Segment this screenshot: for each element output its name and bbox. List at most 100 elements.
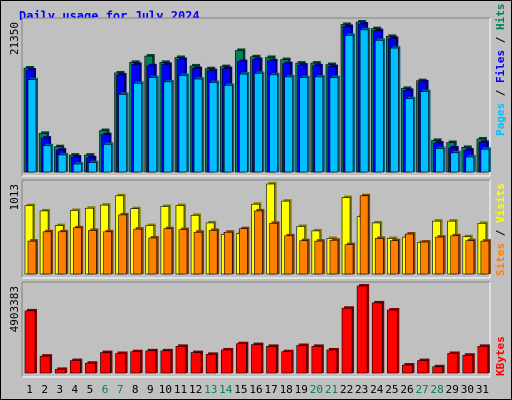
bar-sites-day-2	[42, 231, 52, 275]
x-tick-label-day-27: 27	[415, 383, 428, 396]
x-tick-label-day-31: 31	[476, 383, 489, 396]
bar-sites-day-4	[72, 227, 82, 275]
bar-sites-day-18	[284, 235, 293, 275]
legend-kbytes: KBytes	[494, 336, 507, 376]
bar-kbytes-day-3	[54, 369, 66, 374]
bar-pages-day-4	[72, 163, 82, 173]
bar-kbytes-day-2	[39, 355, 51, 374]
bar-pages-day-19	[299, 77, 309, 173]
bar-sites-day-21	[329, 239, 339, 275]
legend-hits-files-pages-sep2: /	[494, 30, 507, 50]
legend-hits-files-pages-pages: Pages	[494, 103, 507, 136]
bar-sites-day-27	[420, 241, 429, 275]
bar-pages-day-26	[405, 98, 414, 173]
bar-kbytes-day-7	[115, 353, 126, 374]
x-tick-label-day-20: 20	[310, 383, 323, 396]
bar-sites-day-10	[163, 228, 173, 275]
bar-sites-day-12	[193, 231, 203, 275]
legend-hits-files-pages-hits: Hits	[494, 4, 507, 31]
x-tick-label-day-26: 26	[400, 383, 413, 396]
bar-pages-day-14	[223, 85, 233, 173]
bar-kbytes-day-6	[100, 352, 111, 374]
bar-pages-day-23	[359, 29, 369, 173]
bar-pages-day-18	[284, 76, 293, 173]
bar-pages-day-8	[133, 82, 142, 173]
bar-sites-day-20	[314, 240, 324, 275]
bar-pages-day-12	[193, 78, 203, 173]
bar-kbytes-day-19	[296, 345, 308, 374]
legend-hits-files-pages: Pages / Files / Hits	[494, 4, 507, 137]
bar-kbytes-day-10	[160, 350, 172, 374]
bar-kbytes-day-28	[432, 366, 443, 374]
bar-sites-day-23	[359, 195, 369, 275]
bar-kbytes-day-29	[447, 353, 459, 374]
x-tick-label-day-30: 30	[461, 383, 474, 396]
bar-sites-day-9	[148, 237, 158, 275]
bar-pages-day-7	[118, 94, 127, 173]
bar-sites-day-14	[223, 231, 233, 275]
x-tick-label-day-7: 7	[117, 383, 124, 396]
bar-sites-day-31	[480, 240, 490, 275]
x-tick-label-day-15: 15	[234, 383, 247, 396]
bar-kbytes-day-13	[205, 354, 217, 374]
x-tick-label-day-13: 13	[204, 383, 217, 396]
legend-kbytes-kbytes: KBytes	[494, 336, 507, 376]
x-tick-label-day-11: 11	[174, 383, 187, 396]
x-tick-label-day-1: 1	[26, 383, 33, 396]
bar-pages-day-6	[103, 144, 112, 173]
bar-pages-day-16	[254, 73, 263, 173]
panel-3-max-label: 4903383	[8, 286, 21, 332]
bar-sites-day-8	[133, 228, 142, 275]
bar-sites-day-1	[27, 240, 37, 275]
x-tick-label-day-2: 2	[41, 383, 48, 396]
bar-kbytes-day-20	[311, 346, 323, 374]
bar-kbytes-day-11	[175, 346, 187, 374]
x-tick-label-day-18: 18	[280, 383, 293, 396]
bar-pages-day-9	[148, 77, 158, 173]
bar-pages-day-28	[435, 148, 444, 173]
x-tick-label-day-6: 6	[102, 383, 109, 396]
bar-kbytes-day-25	[387, 309, 398, 374]
x-tick-label-day-23: 23	[355, 383, 368, 396]
bar-pages-day-2	[42, 145, 52, 173]
bar-sites-day-3	[57, 231, 67, 275]
panel-1-max-label: 21350	[8, 22, 21, 55]
bar-pages-day-11	[178, 75, 188, 173]
x-tick-label-day-12: 12	[189, 383, 202, 396]
bar-kbytes-day-8	[130, 351, 141, 374]
legend-hits-files-pages-sep1: /	[494, 83, 507, 103]
bar-pages-day-20	[314, 76, 324, 173]
bar-kbytes-day-5	[85, 362, 96, 374]
bar-pages-day-27	[420, 91, 429, 173]
x-tick-label-day-19: 19	[295, 383, 308, 396]
bar-kbytes-day-24	[371, 302, 383, 374]
bar-kbytes-day-22	[341, 307, 353, 374]
bar-sites-day-29	[450, 235, 460, 275]
x-tick-label-day-3: 3	[56, 383, 63, 396]
bar-sites-day-22	[344, 244, 354, 275]
legend-visits-sites-sites: Sites	[494, 243, 507, 276]
bar-sites-day-19	[299, 240, 309, 275]
bar-kbytes-day-27	[417, 360, 428, 374]
bar-kbytes-day-21	[326, 349, 338, 374]
bar-pages-day-22	[344, 35, 354, 173]
x-tick-label-day-29: 29	[446, 383, 459, 396]
bar-pages-day-29	[450, 152, 460, 173]
bar-sites-day-24	[374, 238, 384, 275]
bar-pages-day-30	[465, 156, 475, 173]
bar-sites-day-16	[254, 210, 263, 275]
bar-kbytes-day-15	[236, 343, 247, 374]
bar-sites-day-25	[390, 240, 399, 275]
bar-sites-day-5	[88, 230, 97, 275]
bar-pages-day-3	[57, 154, 67, 173]
bar-kbytes-day-1	[24, 310, 36, 374]
panel-2-max-label: 1013	[8, 184, 21, 211]
bar-kbytes-day-4	[69, 360, 81, 374]
x-tick-label-day-8: 8	[132, 383, 139, 396]
bar-pages-day-5	[88, 162, 97, 173]
bar-kbytes-day-14	[220, 349, 232, 374]
bar-sites-day-7	[118, 214, 127, 275]
x-tick-label-day-25: 25	[385, 383, 398, 396]
bar-sites-day-11	[178, 229, 188, 275]
